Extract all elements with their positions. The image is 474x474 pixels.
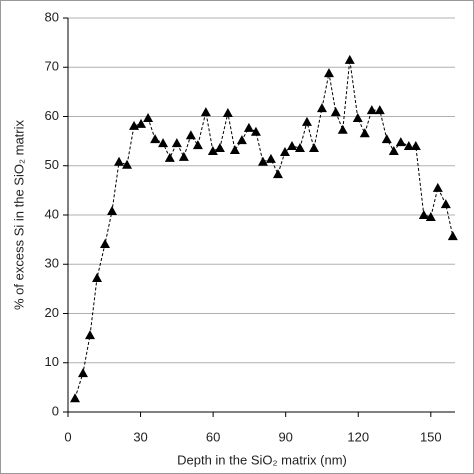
point	[236, 135, 247, 145]
point	[143, 112, 154, 122]
x-tick-label: 30	[133, 429, 147, 444]
point	[279, 146, 290, 156]
x-axis-label: Depth in the SiO₂ matrix (nm)	[177, 452, 347, 467]
plot	[70, 54, 458, 403]
point	[316, 103, 327, 113]
point	[92, 273, 103, 283]
point	[323, 68, 334, 78]
point	[158, 138, 169, 148]
y-tick-label: 70	[45, 59, 59, 74]
point	[344, 54, 355, 64]
point	[150, 134, 161, 144]
y-tick-label: 20	[45, 305, 59, 320]
point	[337, 124, 348, 134]
point	[70, 393, 81, 403]
point	[171, 138, 182, 148]
point	[185, 130, 196, 140]
grid	[68, 17, 455, 413]
x-tick-label: 0	[64, 429, 71, 444]
y-tick-label: 80	[45, 9, 59, 24]
x-tick-label: 60	[206, 429, 220, 444]
point	[107, 206, 118, 216]
y-tick-label: 30	[45, 256, 59, 271]
y-tick-label: 50	[45, 157, 59, 172]
x-tick-label: 150	[420, 429, 442, 444]
point	[136, 118, 147, 128]
point	[410, 141, 421, 151]
point	[100, 239, 111, 249]
point	[395, 137, 406, 147]
point	[381, 134, 392, 144]
point	[222, 108, 233, 118]
point	[352, 112, 363, 122]
x-tick-label: 90	[278, 429, 292, 444]
y-tick-label: 40	[45, 206, 59, 221]
point	[359, 128, 370, 138]
point	[192, 140, 203, 150]
point	[250, 126, 261, 136]
point	[243, 122, 254, 132]
series-line	[74, 59, 454, 399]
y-tick-label: 60	[45, 108, 59, 123]
point	[425, 211, 436, 221]
point	[77, 368, 88, 378]
point	[432, 182, 443, 192]
point	[366, 105, 377, 115]
point	[164, 152, 175, 162]
point	[265, 153, 276, 163]
point	[272, 169, 283, 179]
point	[403, 141, 414, 151]
y-axis-label: % of excess Si in the SiO₂ matrix	[11, 120, 26, 310]
point	[388, 145, 399, 155]
point	[286, 141, 297, 151]
point	[301, 116, 312, 126]
point	[229, 144, 240, 154]
point	[440, 199, 451, 209]
point	[294, 143, 305, 153]
point	[257, 156, 268, 166]
point	[330, 107, 341, 117]
point	[207, 145, 218, 155]
point	[85, 330, 96, 340]
point	[178, 151, 189, 161]
x-tick-label: 120	[347, 429, 369, 444]
point	[374, 105, 385, 115]
point	[308, 143, 319, 153]
point	[122, 159, 133, 169]
y-tick-label: 0	[52, 403, 59, 418]
point	[418, 210, 429, 219]
y-tick-label: 10	[45, 354, 59, 369]
point	[200, 107, 211, 117]
point	[114, 156, 125, 166]
point	[214, 143, 225, 153]
point	[447, 231, 458, 241]
